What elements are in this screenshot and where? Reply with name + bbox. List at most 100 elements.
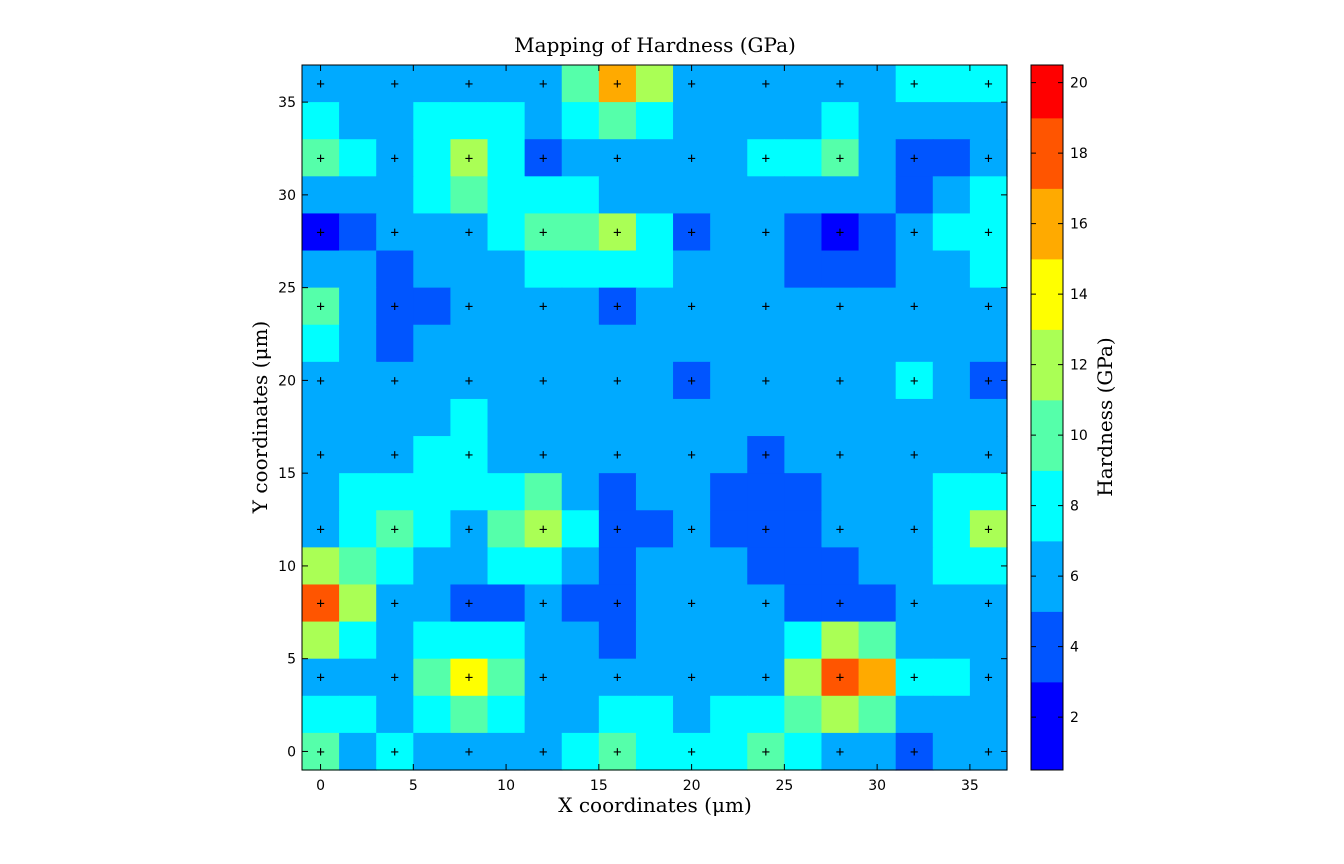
heatmap-cell (524, 176, 563, 215)
heatmap-cell (302, 473, 340, 511)
heatmap-cell (673, 510, 711, 548)
indent-marker: + (984, 448, 992, 464)
heatmap-cell (561, 139, 600, 177)
heatmap-cell (561, 250, 600, 289)
indent-marker: + (613, 225, 621, 241)
heatmap-cell (895, 658, 934, 697)
heatmap-cell (895, 139, 934, 177)
heatmap-cell (376, 176, 414, 215)
heatmap-cell (673, 584, 711, 623)
heatmap-cell (376, 732, 414, 771)
heatmap-cell (450, 65, 489, 103)
indent-marker: + (836, 299, 844, 315)
heatmap-cell (413, 732, 452, 771)
heatmap-cell (487, 621, 526, 660)
indent-marker: + (984, 744, 992, 760)
heatmap-cell (895, 250, 934, 289)
x-tick-label: 0 (316, 778, 325, 794)
heatmap-cell (524, 436, 563, 474)
colorbar-band (1031, 258, 1063, 330)
heatmap-cell (302, 510, 340, 548)
heatmap-cell (821, 398, 860, 437)
heatmap-cell (932, 361, 971, 400)
colorbar-band (1031, 611, 1063, 683)
heatmap-cell (969, 695, 1008, 734)
heatmap-cell (450, 176, 489, 215)
indent-marker: + (910, 670, 918, 686)
heatmap-cell (413, 324, 452, 363)
heatmap-cell (598, 584, 637, 623)
heatmap-cell (302, 361, 340, 400)
heatmap-cell (858, 65, 897, 103)
colorbar-tick-label: 18 (1070, 146, 1088, 162)
heatmap-cell (376, 547, 414, 586)
heatmap-cell (487, 102, 526, 140)
heatmap-cell (747, 176, 785, 215)
heatmap-cell (858, 621, 897, 660)
heatmap-cell (487, 324, 526, 363)
heatmap-cell (561, 436, 600, 474)
heatmap-cell (635, 732, 674, 771)
heatmap-cell (561, 473, 600, 511)
indent-marker: + (910, 373, 918, 389)
heatmap-cell (376, 361, 414, 400)
heatmap-cell (450, 695, 489, 734)
heatmap-cell (784, 436, 823, 474)
heatmap-cell (487, 473, 526, 511)
heatmap-cell (413, 176, 452, 215)
heatmap-cell (524, 584, 563, 623)
heatmap-cell (747, 250, 785, 289)
heatmap-cell (413, 250, 452, 289)
x-tick-label: 5 (409, 778, 418, 794)
heatmap-cell (858, 324, 897, 363)
colorbar-tick-label: 4 (1070, 640, 1079, 656)
heatmap-cell (895, 473, 934, 511)
heatmap-cell (302, 139, 340, 177)
indent-marker: + (910, 744, 918, 760)
heatmap-cell (450, 621, 489, 660)
heatmap-cell (487, 65, 526, 103)
heatmap-cell (673, 658, 711, 697)
heatmap-cell (710, 361, 748, 400)
heatmap-cell (635, 324, 674, 363)
heatmap-cell (784, 213, 823, 252)
heatmap-cell (635, 695, 674, 734)
heatmap-cell (784, 547, 823, 586)
heatmap-cell (376, 139, 414, 177)
heatmap-cell (673, 213, 711, 252)
x-tick-label: 15 (590, 778, 608, 794)
heatmap-cell (524, 102, 563, 140)
chart-title: Mapping of Hardness (GPa) (514, 33, 796, 57)
heatmap-cell (673, 65, 711, 103)
indent-marker: + (762, 448, 770, 464)
heatmap-cell (339, 102, 377, 140)
heatmap-cell (524, 361, 563, 400)
x-tick-label: 30 (868, 778, 886, 794)
heatmap-cell (710, 287, 748, 326)
colorbar-ticks: 2 4 6 8 10 12 14 16 18 20 (1031, 76, 1088, 726)
colorbar (1031, 65, 1063, 771)
heatmap-cell (598, 213, 637, 252)
heatmap-cell (487, 510, 526, 548)
heatmap-cell (784, 139, 823, 177)
x-tick-label: 25 (775, 778, 793, 794)
indent-marker: + (316, 225, 324, 241)
indent-marker: + (316, 448, 324, 464)
heatmap-cell (450, 510, 489, 548)
heatmap-cell (635, 436, 674, 474)
heatmap-cell (376, 102, 414, 140)
heatmap-cell (339, 695, 377, 734)
heatmap-cell (821, 176, 860, 215)
heatmap-cell (413, 547, 452, 586)
indent-marker: + (984, 522, 992, 538)
heatmap-cell (524, 473, 563, 511)
heatmap-cell (747, 324, 785, 363)
heatmap-cell (821, 65, 860, 103)
heatmap-cell (561, 176, 600, 215)
heatmap-cell (376, 473, 414, 511)
heatmap-cell (339, 176, 377, 215)
plot-frame (301, 64, 1008, 771)
heatmap-cell (339, 547, 377, 586)
heatmap-cell (487, 584, 526, 623)
indent-marker: + (391, 299, 399, 315)
